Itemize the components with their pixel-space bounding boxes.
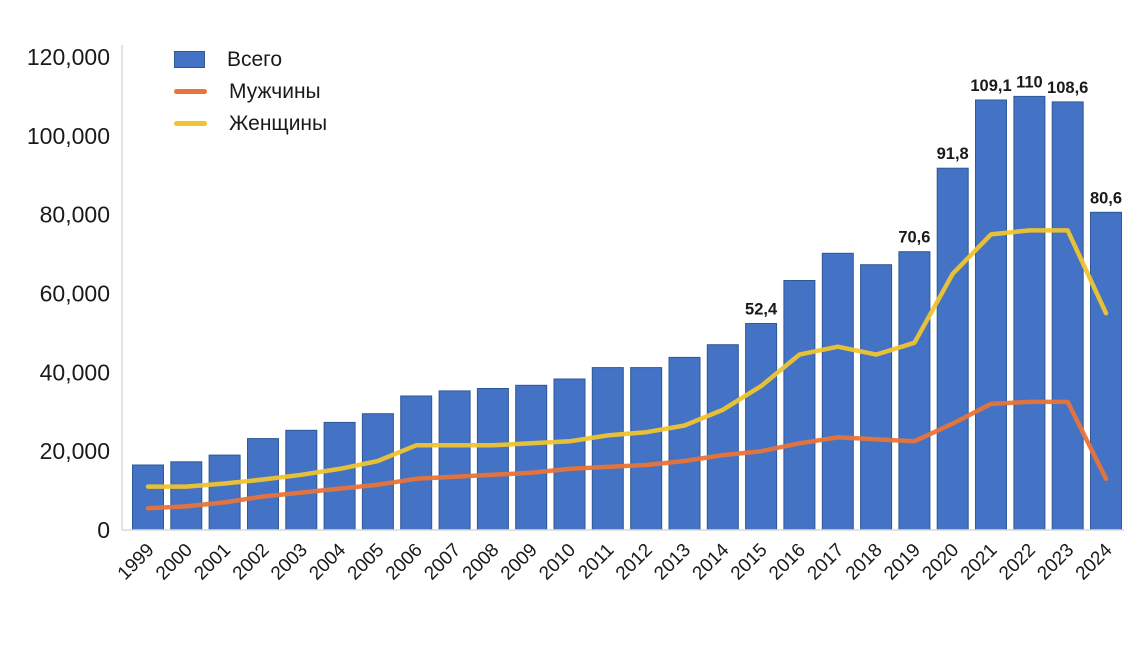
bar-2009 [515,384,548,531]
legend-item-men: Мужчины [174,80,327,103]
bar-2017 [821,252,854,531]
bar-2022 [1013,95,1046,531]
bar-2006 [400,395,433,531]
year-label-2021: 2021 [957,540,1002,585]
line-swatch-men-icon [174,89,207,94]
year-label-2008: 2008 [459,540,504,585]
bar-2003 [285,429,318,531]
bars-group [132,95,1122,531]
line-series-women [145,228,1109,489]
year-label-2013: 2013 [650,540,695,585]
bar-2014 [706,344,739,531]
bar-2023 [1051,101,1084,531]
legend-label-women: Женщины [229,112,328,135]
bar-2005 [361,413,394,531]
year-label-2016: 2016 [765,540,810,585]
bar-value-label-2015: 52,4 [745,301,778,319]
year-label-2018: 2018 [842,540,887,585]
year-label-2019: 2019 [880,540,925,585]
y-tick-label: 40,000 [40,359,110,385]
year-label-2006: 2006 [382,540,427,585]
bar-2011 [591,367,624,531]
year-label-2002: 2002 [229,540,274,585]
bar-2013 [668,356,701,531]
y-tick-label: 120,000 [27,44,110,70]
year-label-2014: 2014 [689,539,734,584]
year-label-2010: 2010 [535,540,580,585]
bar-2015 [745,323,778,531]
bar-2012 [630,367,663,531]
bar-2000 [170,461,203,531]
legend-item-total: Всего [174,48,327,71]
y-tick-label: 20,000 [40,438,110,464]
bar-2021 [975,99,1007,531]
line-series-men [145,399,1109,511]
year-label-2005: 2005 [344,540,389,585]
year-label-2017: 2017 [804,540,849,585]
legend: Всего Мужчины Женщины [174,48,327,135]
bar-2007 [438,390,471,531]
bar-2004 [323,421,356,531]
bar-value-label-2022: 110 [1016,73,1043,91]
legend-item-women: Женщины [174,112,327,135]
year-label-2004: 2004 [305,539,350,584]
bar-2018 [860,264,893,531]
bar-2001 [208,454,241,531]
year-label-2000: 2000 [152,540,197,585]
bar-2008 [476,388,509,531]
line-swatch-women-icon [174,121,207,126]
bar-value-label-2020: 91,8 [937,145,969,163]
year-label-2015: 2015 [727,540,772,585]
bar-1999 [132,464,164,531]
bar-value-label-2024: 80,6 [1090,189,1122,207]
bar-swatch-icon [174,51,205,68]
y-tick-label: 80,000 [40,202,110,228]
bar-2020 [936,167,969,531]
bar-2024 [1090,211,1122,531]
year-label-2022: 2022 [995,540,1040,585]
bar-2002 [247,438,279,531]
bar-2016 [783,280,816,531]
year-label-2012: 2012 [612,540,657,585]
bar-value-label-2019: 70,6 [898,229,930,247]
year-label-2020: 2020 [918,540,963,585]
bar-2019 [898,251,931,531]
y-tick-label: 60,000 [40,281,110,307]
year-label-1999: 1999 [114,540,159,585]
legend-label-total: Всего [227,48,283,71]
year-label-2009: 2009 [497,540,542,585]
y-tick-label: 100,000 [27,123,110,149]
bar-2010 [553,378,586,531]
year-label-2003: 2003 [267,540,312,585]
legend-label-men: Мужчины [229,80,321,103]
year-label-2001: 2001 [190,540,235,585]
year-label-2011: 2011 [575,540,619,584]
year-label-2024: 2024 [1072,539,1117,584]
bar-value-label-2023: 108,6 [1047,79,1088,97]
year-label-2007: 2007 [420,540,465,585]
y-tick-label: 0 [97,517,110,543]
bar-value-label-2021: 109,1 [970,77,1011,95]
year-label-2023: 2023 [1033,540,1078,585]
